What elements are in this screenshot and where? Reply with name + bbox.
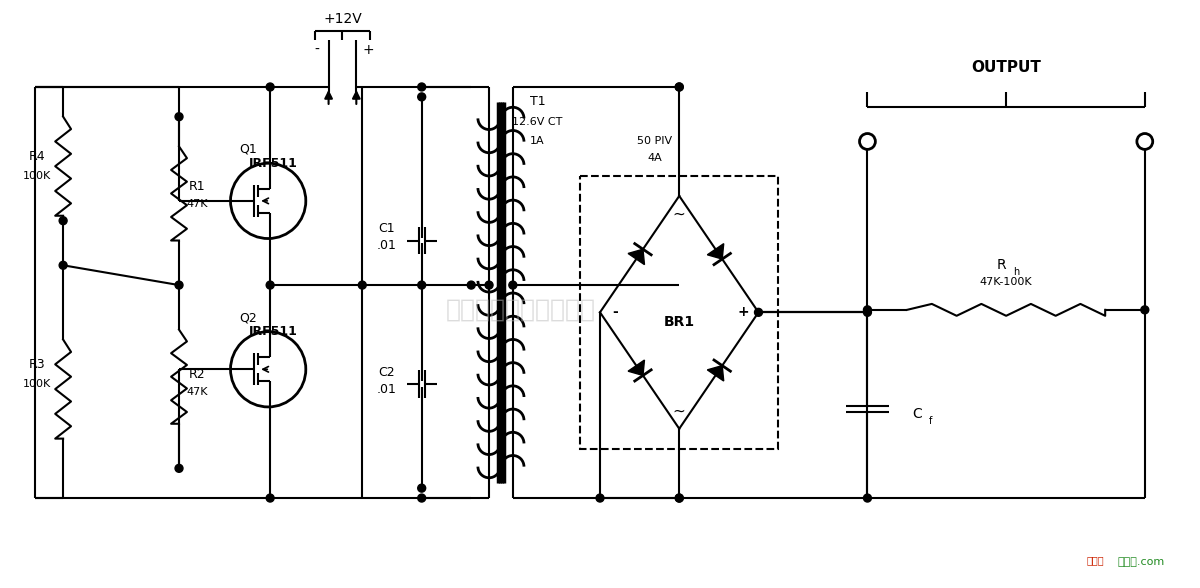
- Circle shape: [467, 281, 475, 289]
- Text: T1: T1: [529, 95, 546, 108]
- Circle shape: [509, 281, 517, 289]
- Text: +: +: [362, 44, 374, 57]
- Text: 100K: 100K: [23, 171, 52, 181]
- Circle shape: [676, 494, 683, 502]
- Circle shape: [676, 83, 683, 91]
- Text: ~: ~: [673, 403, 685, 419]
- Circle shape: [755, 308, 762, 316]
- Bar: [580, 176, 779, 449]
- Text: R1: R1: [188, 179, 205, 192]
- Text: -: -: [612, 305, 618, 319]
- Text: 接线图.com: 接线图.com: [1117, 557, 1165, 567]
- Polygon shape: [707, 366, 724, 381]
- Text: R: R: [996, 258, 1006, 272]
- Text: 12.6V CT: 12.6V CT: [512, 116, 563, 126]
- Text: f: f: [929, 416, 932, 426]
- Text: C2: C2: [379, 366, 395, 379]
- Text: BR1: BR1: [664, 315, 695, 329]
- Text: 接线图: 接线图: [1086, 556, 1104, 566]
- Text: +12V: +12V: [323, 12, 362, 26]
- Circle shape: [175, 281, 182, 289]
- Text: IRF511: IRF511: [248, 157, 298, 170]
- Text: Q2: Q2: [240, 311, 257, 324]
- Circle shape: [864, 494, 871, 502]
- Circle shape: [418, 494, 426, 502]
- Circle shape: [359, 281, 366, 289]
- Polygon shape: [628, 360, 644, 375]
- Circle shape: [175, 113, 182, 121]
- Text: R2: R2: [188, 368, 205, 381]
- Polygon shape: [707, 243, 724, 259]
- Text: +: +: [738, 305, 750, 319]
- Text: 50 PIV: 50 PIV: [637, 136, 672, 146]
- Circle shape: [864, 308, 871, 316]
- Circle shape: [596, 494, 604, 502]
- Text: IRF511: IRF511: [248, 325, 298, 338]
- Text: 47K-100K: 47K-100K: [980, 277, 1032, 287]
- Circle shape: [864, 306, 871, 314]
- Text: C: C: [912, 407, 922, 421]
- Text: 47K: 47K: [186, 387, 208, 397]
- Circle shape: [676, 83, 683, 91]
- Circle shape: [175, 465, 182, 472]
- Text: 47K: 47K: [186, 199, 208, 209]
- Circle shape: [418, 281, 426, 289]
- Text: .01: .01: [377, 383, 397, 396]
- Circle shape: [266, 281, 274, 289]
- Circle shape: [266, 83, 274, 91]
- Circle shape: [418, 93, 426, 101]
- Text: 4A: 4A: [647, 153, 662, 163]
- Circle shape: [1141, 306, 1148, 314]
- Polygon shape: [628, 249, 644, 265]
- Text: R4: R4: [29, 150, 46, 163]
- Circle shape: [59, 261, 67, 269]
- Text: 100K: 100K: [23, 379, 52, 389]
- Circle shape: [676, 494, 683, 502]
- Circle shape: [485, 281, 493, 289]
- Circle shape: [59, 217, 67, 225]
- Text: -: -: [314, 44, 319, 57]
- Text: h: h: [1013, 267, 1019, 277]
- Circle shape: [418, 484, 426, 492]
- Text: .01: .01: [377, 239, 397, 252]
- Text: OUTPUT: OUTPUT: [971, 59, 1042, 75]
- Circle shape: [418, 83, 426, 91]
- Text: R3: R3: [29, 358, 46, 371]
- Circle shape: [266, 494, 274, 502]
- Text: 1A: 1A: [530, 136, 545, 146]
- Text: Q1: Q1: [240, 143, 257, 156]
- Text: 杭州将富科技有限公司: 杭州将富科技有限公司: [445, 298, 595, 322]
- Text: ~: ~: [673, 206, 685, 221]
- Text: C1: C1: [379, 222, 395, 235]
